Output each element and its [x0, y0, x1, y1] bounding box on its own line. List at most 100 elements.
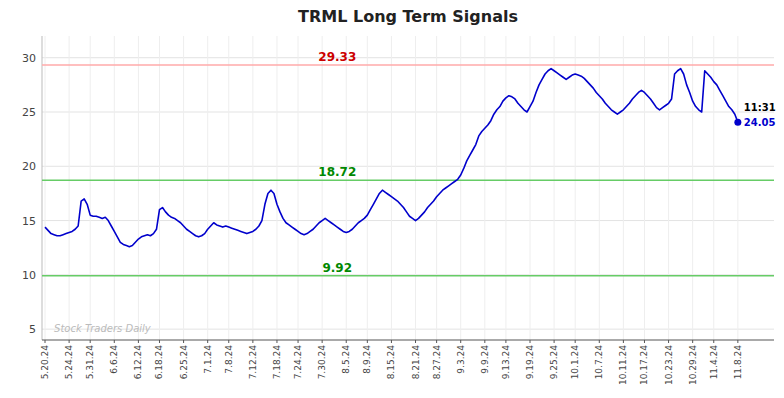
x-grid-line	[668, 36, 669, 340]
x-tick-label: 11.8.24	[733, 345, 743, 380]
x-tick-label: 9.13.24	[501, 345, 511, 380]
y-tick-label: 20	[22, 160, 36, 173]
end-price-label: 24.05	[744, 117, 776, 128]
grid	[42, 36, 774, 340]
y-grid-line	[42, 112, 774, 113]
plot-area	[42, 65, 774, 276]
x-grid-line	[159, 36, 160, 340]
x-grid-line	[623, 36, 624, 340]
watermark: Stock Traders Daily	[54, 323, 152, 334]
x-grid-line	[228, 36, 229, 340]
x-tick	[460, 340, 461, 343]
x-tick	[505, 340, 506, 343]
chart: TRML Long Term Signals510152025305.20.24…	[0, 0, 784, 398]
y-grid-line	[42, 166, 774, 167]
y-axis-line	[42, 36, 43, 340]
y-tick-label: 15	[22, 215, 36, 228]
x-tick	[644, 340, 645, 343]
x-tick	[90, 340, 91, 343]
x-tick	[322, 340, 323, 343]
x-tick	[623, 340, 624, 343]
x-tick	[599, 340, 600, 343]
x-tick	[346, 340, 347, 343]
price-line	[45, 69, 738, 247]
x-tick-label: 5.31.24	[85, 345, 95, 380]
x-tick	[114, 340, 115, 343]
x-tick-label: 6.6.24	[109, 345, 119, 374]
x-tick	[367, 340, 368, 343]
x-tick-label: 8.15.24	[386, 345, 396, 380]
x-tick-label: 8.5.24	[341, 345, 351, 374]
x-tick-label: 6.12.24	[133, 345, 143, 380]
x-tick	[45, 340, 46, 343]
x-grid-line	[69, 36, 70, 340]
x-grid-line	[252, 36, 253, 340]
y-grid-line	[42, 57, 774, 58]
x-tick	[737, 340, 738, 343]
level-label: 9.92	[322, 261, 352, 275]
x-tick-label: 5.24.24	[64, 345, 74, 380]
x-grid-line	[90, 36, 91, 340]
x-axis-line	[42, 340, 774, 341]
x-tick	[575, 340, 576, 343]
x-grid-line	[45, 36, 46, 340]
x-grid-line	[484, 36, 485, 340]
y-tick-label: 5	[29, 323, 36, 336]
x-grid-line	[391, 36, 392, 340]
x-grid-line	[530, 36, 531, 340]
x-grid-line	[554, 36, 555, 340]
x-grid-line	[298, 36, 299, 340]
x-tick-label: 8.21.24	[411, 345, 421, 380]
x-tick-label: 9.9.24	[480, 345, 490, 374]
x-tick-label: 10.17.24	[639, 345, 649, 385]
x-tick	[415, 340, 416, 343]
x-grid-line	[575, 36, 576, 340]
x-tick-label: 6.18.24	[154, 345, 164, 380]
x-tick	[183, 340, 184, 343]
x-grid-line	[460, 36, 461, 340]
end-time-label: 11:31	[744, 102, 776, 113]
x-tick	[69, 340, 70, 343]
x-grid-line	[737, 36, 738, 340]
x-grid-line	[322, 36, 323, 340]
x-tick	[298, 340, 299, 343]
y-grid-line	[42, 274, 774, 275]
y-grid-line	[42, 220, 774, 221]
x-tick	[436, 340, 437, 343]
x-grid-line	[505, 36, 506, 340]
x-tick-label: 10.29.24	[688, 345, 698, 385]
level-label: 18.72	[318, 165, 356, 179]
x-tick	[228, 340, 229, 343]
x-tick	[668, 340, 669, 343]
x-grid-line	[183, 36, 184, 340]
x-tick-label: 10.23.24	[664, 345, 674, 385]
x-grid-line	[599, 36, 600, 340]
x-tick-label: 7.30.24	[317, 345, 327, 380]
x-tick	[391, 340, 392, 343]
level-line	[42, 179, 774, 181]
x-tick-label: 6.25.24	[179, 345, 189, 380]
x-tick	[692, 340, 693, 343]
x-tick	[554, 340, 555, 343]
x-grid-line	[138, 36, 139, 340]
x-grid-line	[276, 36, 277, 340]
x-tick-label: 10.11.24	[618, 345, 628, 385]
x-tick	[138, 340, 139, 343]
title: TRML Long Term Signals	[298, 7, 518, 26]
x-tick-label: 7.12.24	[248, 345, 258, 380]
x-tick	[276, 340, 277, 343]
x-grid-line	[644, 36, 645, 340]
x-tick-label: 9.3.24	[456, 345, 466, 374]
x-tick-label: 7.8.24	[224, 345, 234, 374]
level-label: 29.33	[318, 50, 356, 64]
x-tick	[159, 340, 160, 343]
level-line	[42, 64, 774, 66]
x-grid-line	[114, 36, 115, 340]
x-grid-line	[436, 36, 437, 340]
y-tick-label: 10	[22, 269, 36, 282]
x-tick-label: 9.25.24	[549, 345, 559, 380]
x-grid-line	[367, 36, 368, 340]
x-tick-label: 10.7.24	[594, 345, 604, 380]
x-tick-label: 7.1.24	[203, 345, 213, 374]
x-grid-line	[207, 36, 208, 340]
